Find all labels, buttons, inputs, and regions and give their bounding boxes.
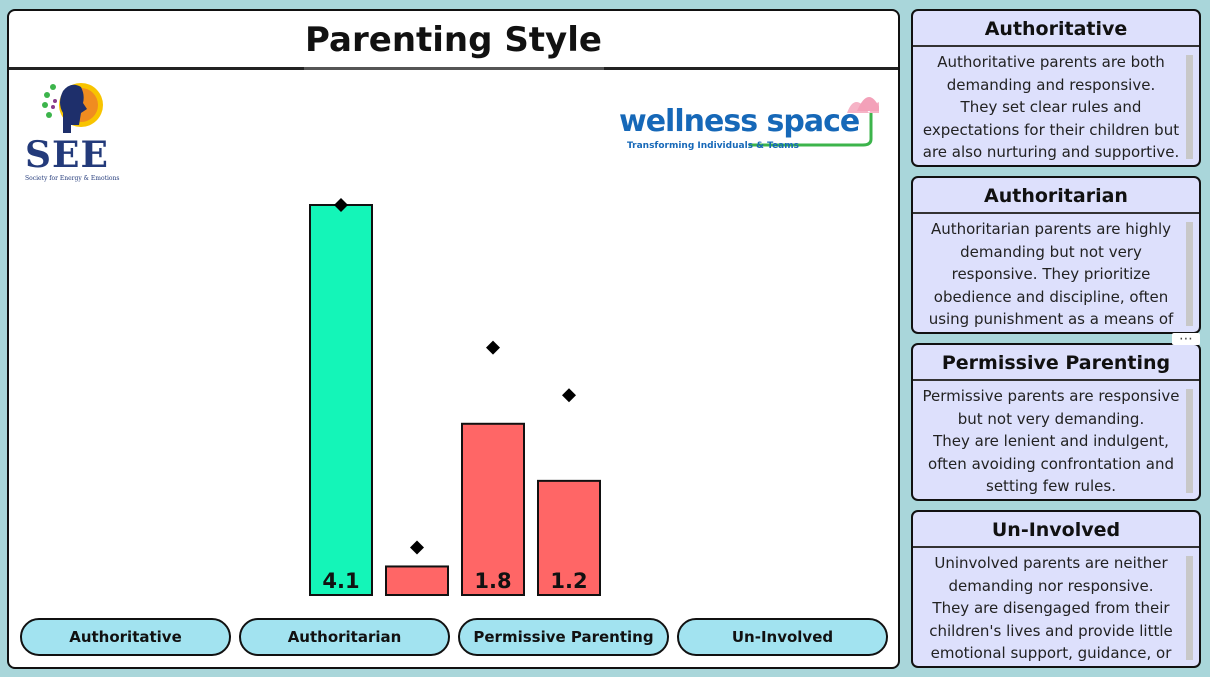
marker-diamond: [334, 198, 348, 212]
more-options-icon[interactable]: ⋯: [1172, 333, 1200, 345]
bar-1[interactable]: [385, 565, 449, 597]
scrollbar[interactable]: [1186, 55, 1193, 159]
wellness-logo-name: wellness space: [619, 104, 860, 139]
card-text: Authoritarian parents are highly demandi…: [928, 220, 1174, 328]
scrollbar[interactable]: [1186, 556, 1193, 660]
filter-button-authoritarian[interactable]: Authoritarian: [239, 618, 450, 656]
card-authoritative: Authoritative Authoritative parents are …: [911, 9, 1201, 167]
chart-panel: Parenting Style SEE Society for Energy &…: [7, 9, 900, 669]
see-logo-tagline: Society for Energy & Emotions: [25, 175, 120, 182]
wellness-space-logo: wellness space Transforming Individuals …: [619, 73, 879, 153]
bar-0[interactable]: [309, 204, 373, 596]
card-title: Un-Involved: [913, 512, 1199, 548]
bar-3[interactable]: [537, 479, 601, 597]
data-label: 1.2: [550, 569, 587, 593]
data-label: 1.8: [474, 569, 511, 593]
card-title: Authoritative: [913, 11, 1199, 47]
card-permissive: Permissive Parenting Permissive parents …: [911, 343, 1201, 501]
see-logo: SEE Society for Energy & Emotions: [23, 73, 123, 183]
card-text: Uninvolved parents are neither demanding…: [929, 554, 1173, 662]
filter-button-permissive[interactable]: Permissive Parenting: [458, 618, 669, 656]
marker-diamond: [486, 340, 500, 355]
filter-button-authoritative[interactable]: Authoritative: [20, 618, 231, 656]
bar-chart: 4.1 1.8 1.2: [309, 198, 601, 597]
wellness-logo-tagline: Transforming Individuals & Teams: [627, 141, 799, 151]
scrollbar[interactable]: [1186, 222, 1193, 326]
marker-diamond: [562, 388, 576, 403]
scrollbar[interactable]: [1186, 389, 1193, 493]
page-title: Parenting Style: [305, 20, 602, 60]
card-title: Authoritarian: [913, 178, 1199, 214]
card-text: Permissive parents are responsive but no…: [922, 387, 1180, 495]
card-text: Authoritative parents are both demanding…: [922, 53, 1180, 161]
data-label: 4.1: [322, 569, 359, 593]
marker-diamond: [410, 540, 424, 555]
card-uninvolved: Un-Involved Uninvolved parents are neith…: [911, 510, 1201, 668]
divider: [304, 67, 604, 70]
card-title: Permissive Parenting: [913, 345, 1199, 381]
filter-button-uninvolved[interactable]: Un-Involved: [677, 618, 888, 656]
bar-2[interactable]: [461, 422, 525, 596]
see-logo-name: SEE: [25, 134, 109, 176]
card-authoritarian: Authoritarian Authoritarian parents are …: [911, 176, 1201, 334]
